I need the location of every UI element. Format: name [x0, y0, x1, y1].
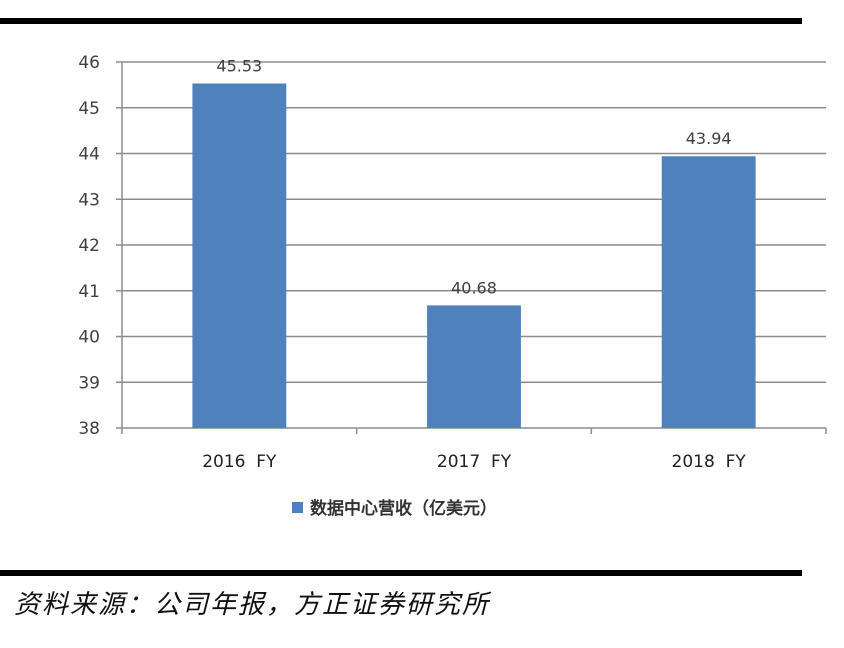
bars: [192, 83, 756, 428]
x-tick-label: 2017 FY: [437, 452, 512, 472]
y-tick-label: 44: [78, 145, 100, 165]
x-tick-label: 2016 FY: [202, 452, 277, 472]
bar: [192, 83, 287, 428]
bottom-rule: [0, 570, 802, 576]
bar: [427, 305, 521, 428]
y-tick-label: 43: [78, 190, 100, 210]
x-tick-label: 2018 FY: [672, 452, 747, 472]
top-rule: [0, 18, 802, 24]
y-tick-label: 42: [78, 236, 100, 256]
bar: [661, 156, 756, 428]
source-note: 资料来源：公司年报，方正证券研究所: [14, 590, 491, 620]
data-label: 43.94: [686, 129, 732, 148]
y-tick-label: 38: [78, 419, 100, 439]
revenue-bar-chart: 38 39 40 41 42 43 44 45 46 45.53 40.68 43.94 2016 …: [78, 53, 827, 519]
legend: 数据中心营收（亿美元）: [292, 498, 497, 519]
y-tick-label: 40: [78, 328, 100, 348]
y-tick-label: 45: [78, 99, 100, 119]
legend-swatch: [292, 502, 303, 513]
data-labels: 45.53 40.68 43.94: [216, 57, 731, 298]
y-tick-label: 41: [78, 282, 100, 302]
data-label: 45.53: [216, 57, 262, 76]
data-label: 40.68: [451, 278, 497, 297]
y-axis-ticks: 38 39 40 41 42 43 44 45 46: [78, 53, 123, 439]
y-tick-label: 46: [78, 53, 100, 73]
y-tick-label: 39: [78, 373, 100, 393]
legend-label: 数据中心营收（亿美元）: [310, 498, 497, 519]
x-axis: 2016 FY 2017 FY 2018 FY: [121, 428, 827, 472]
